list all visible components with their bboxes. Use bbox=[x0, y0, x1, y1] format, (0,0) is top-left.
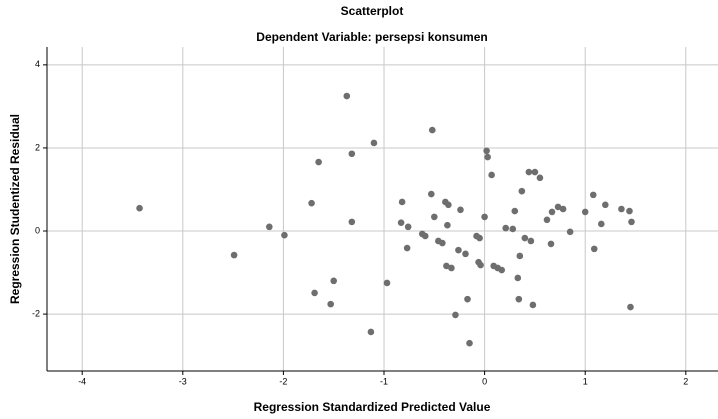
point bbox=[516, 296, 523, 303]
point bbox=[428, 191, 435, 198]
point bbox=[398, 219, 405, 226]
point bbox=[455, 247, 462, 254]
point bbox=[281, 232, 288, 239]
point bbox=[502, 225, 509, 232]
y-tick-label: -2 bbox=[32, 308, 40, 318]
point bbox=[591, 246, 598, 253]
point bbox=[231, 252, 238, 259]
point bbox=[582, 209, 589, 216]
point bbox=[330, 278, 337, 285]
x-tick-label: 2 bbox=[683, 376, 688, 386]
point bbox=[457, 207, 464, 214]
point bbox=[511, 208, 518, 215]
point bbox=[517, 253, 524, 260]
point bbox=[429, 127, 436, 134]
point bbox=[560, 206, 567, 213]
point bbox=[399, 199, 406, 206]
x-tick-label: -2 bbox=[279, 376, 287, 386]
x-tick-label: 1 bbox=[583, 376, 588, 386]
point bbox=[498, 267, 505, 274]
point bbox=[404, 245, 411, 252]
x-tick-label: -1 bbox=[380, 376, 388, 386]
point bbox=[532, 169, 539, 176]
point bbox=[618, 206, 625, 213]
point bbox=[522, 235, 529, 242]
point bbox=[515, 275, 522, 282]
point bbox=[544, 217, 551, 224]
point bbox=[462, 251, 469, 258]
point bbox=[483, 148, 490, 155]
x-axis-title: Regression Standardized Predicted Value bbox=[254, 400, 491, 414]
point bbox=[464, 296, 471, 303]
point bbox=[384, 280, 391, 287]
point bbox=[519, 188, 526, 195]
point bbox=[343, 93, 350, 100]
point bbox=[136, 205, 143, 212]
point bbox=[444, 222, 451, 229]
point bbox=[590, 192, 597, 199]
point bbox=[308, 200, 315, 207]
point bbox=[445, 202, 452, 209]
chart-subtitle: Dependent Variable: persepsi konsumen bbox=[256, 30, 487, 44]
point bbox=[476, 235, 483, 242]
chart: Scatterplot Dependent Variable: persepsi… bbox=[0, 0, 718, 419]
point bbox=[548, 241, 555, 248]
point bbox=[627, 304, 634, 311]
point bbox=[567, 229, 574, 236]
chart-title: Scatterplot bbox=[341, 4, 404, 18]
point bbox=[405, 224, 412, 231]
point bbox=[484, 154, 491, 161]
point bbox=[368, 329, 375, 336]
y-tick-label: 4 bbox=[35, 59, 40, 69]
point bbox=[431, 214, 438, 221]
y-tick-label: 0 bbox=[35, 225, 40, 235]
point bbox=[549, 209, 556, 216]
point bbox=[311, 290, 318, 297]
point bbox=[349, 219, 356, 226]
point bbox=[371, 140, 378, 147]
point bbox=[327, 301, 334, 308]
y-tick-label: 2 bbox=[35, 142, 40, 152]
point bbox=[528, 238, 535, 245]
x-tick-label: 0 bbox=[482, 376, 487, 386]
point bbox=[452, 312, 459, 319]
point bbox=[481, 214, 488, 221]
x-tick-label: -3 bbox=[179, 376, 187, 386]
point bbox=[526, 169, 533, 176]
point bbox=[602, 202, 609, 209]
point bbox=[509, 226, 516, 233]
point bbox=[537, 175, 544, 182]
y-axis-title: Regression Studentized Residual bbox=[8, 114, 22, 304]
point bbox=[266, 224, 273, 231]
point bbox=[439, 240, 446, 247]
point bbox=[448, 265, 455, 272]
point bbox=[626, 208, 633, 215]
point bbox=[477, 262, 484, 269]
point bbox=[466, 340, 473, 347]
point bbox=[315, 159, 322, 166]
point bbox=[530, 302, 537, 309]
point bbox=[488, 172, 495, 179]
point bbox=[598, 221, 605, 228]
point bbox=[628, 219, 635, 226]
x-tick-label: -4 bbox=[78, 376, 86, 386]
point bbox=[349, 150, 356, 157]
point bbox=[422, 233, 429, 240]
